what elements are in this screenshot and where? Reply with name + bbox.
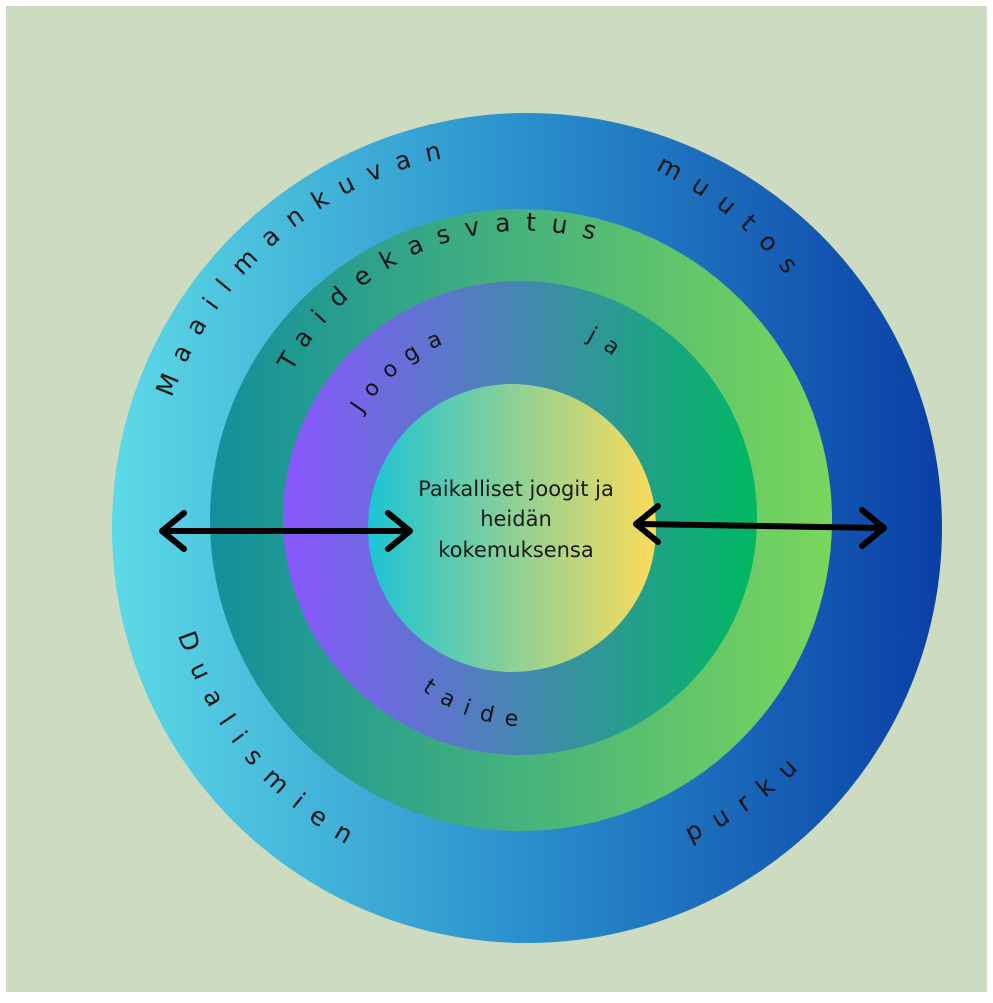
core-line-3: kokemuksensa: [438, 538, 594, 562]
right-double-arrow: [633, 503, 887, 549]
core-circle: [368, 384, 656, 672]
left-double-arrow: [159, 510, 413, 552]
core-line-1: Paikalliset joogit ja: [418, 477, 614, 501]
core-line-2: heidän: [480, 507, 552, 531]
